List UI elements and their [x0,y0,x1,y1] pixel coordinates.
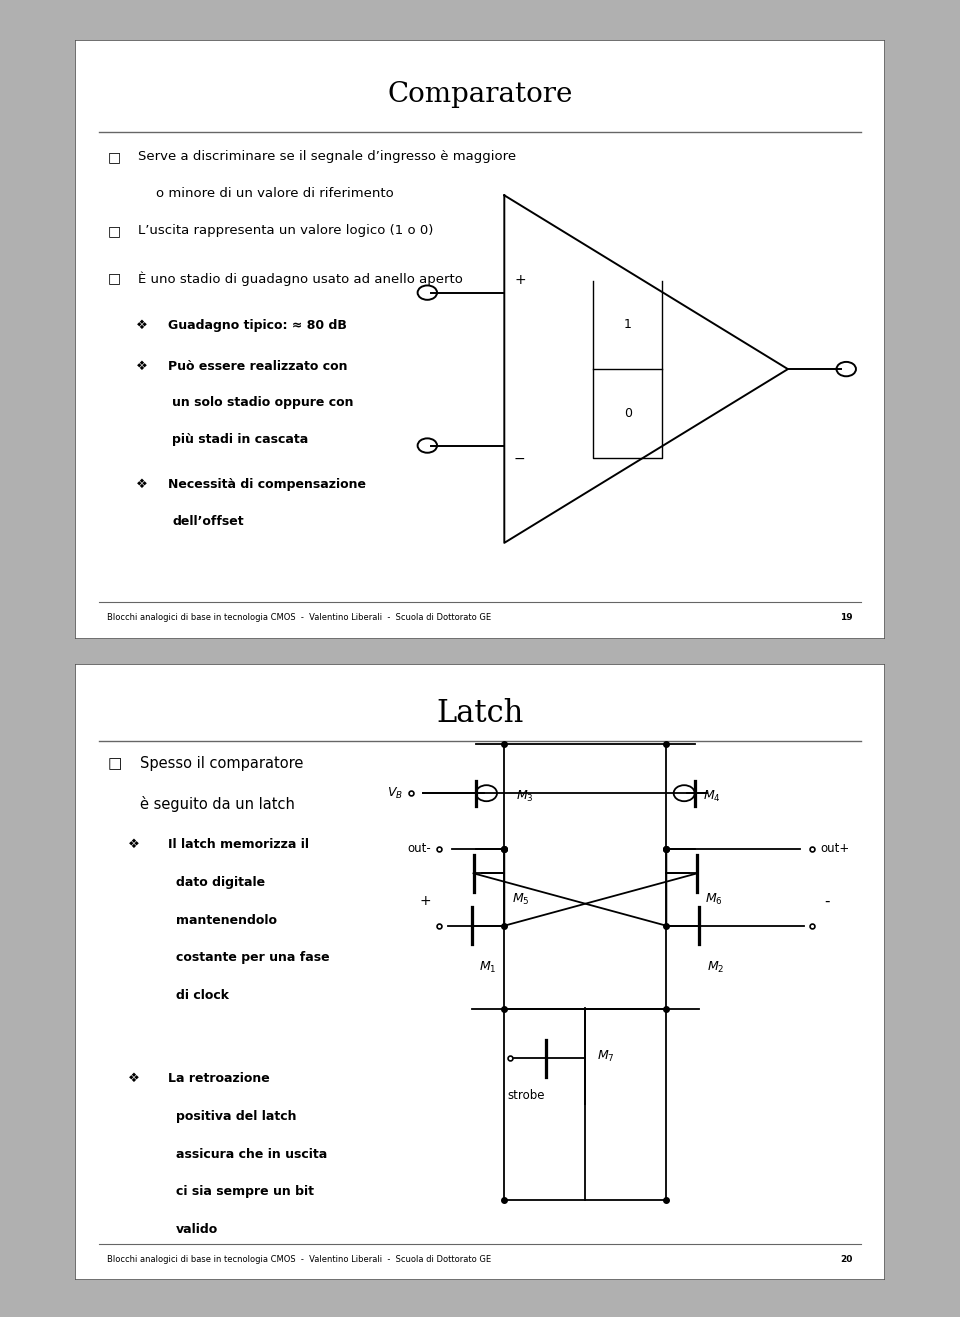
Text: ci sia sempre un bit: ci sia sempre un bit [176,1185,314,1198]
Text: Serve a discriminare se il segnale d’ingresso è maggiore: Serve a discriminare se il segnale d’ing… [138,150,516,163]
Text: Può essere realizzato con: Può essere realizzato con [168,360,348,373]
FancyBboxPatch shape [75,40,885,639]
Text: ❖: ❖ [135,319,148,332]
Text: dell’offset: dell’offset [172,515,244,528]
Text: $M_1$: $M_1$ [479,960,496,975]
Text: out-: out- [408,842,431,855]
Text: □: □ [108,271,120,286]
Text: Il latch memorizza il: Il latch memorizza il [168,839,309,851]
Text: L’uscita rappresenta un valore logico (1 o 0): L’uscita rappresenta un valore logico (1… [138,224,434,237]
Text: 1: 1 [624,319,632,332]
Text: 0: 0 [624,407,632,420]
Text: □: □ [108,150,120,165]
Text: $M_7$: $M_7$ [597,1050,615,1064]
Text: ❖: ❖ [135,478,148,491]
Text: Guadagno tipico: ≈ 80 dB: Guadagno tipico: ≈ 80 dB [168,319,347,332]
Text: mantenendolo: mantenendolo [176,914,277,927]
Text: −: − [514,452,526,465]
Text: $M_4$: $M_4$ [703,789,721,803]
Text: 19: 19 [840,614,852,622]
Text: Latch: Latch [436,698,524,728]
Text: $M_6$: $M_6$ [706,892,723,907]
Text: $V_B$: $V_B$ [387,786,403,801]
Text: Blocchi analogici di base in tecnologia CMOS  -  Valentino Liberali  -  Scuola d: Blocchi analogici di base in tecnologia … [108,614,492,622]
Text: □: □ [108,224,120,237]
Text: -: - [825,893,829,909]
FancyBboxPatch shape [75,664,885,1280]
Text: un solo stadio oppure con: un solo stadio oppure con [172,396,353,410]
Text: ❖: ❖ [128,839,139,851]
Text: $M_5$: $M_5$ [513,892,530,907]
Text: assicura che in uscita: assicura che in uscita [176,1147,327,1160]
Text: Comparatore: Comparatore [387,82,573,108]
Text: è seguito da un latch: è seguito da un latch [140,797,295,813]
Text: $M_3$: $M_3$ [516,789,534,803]
Text: positiva del latch: positiva del latch [176,1110,297,1123]
Text: La retroazione: La retroazione [168,1072,270,1085]
Text: ❖: ❖ [128,1072,139,1085]
Text: di clock: di clock [176,989,229,1002]
Text: dato digitale: dato digitale [176,876,265,889]
Text: strobe: strobe [508,1089,545,1102]
Text: o minore di un valore di riferimento: o minore di un valore di riferimento [156,187,394,200]
Text: più stadi in cascata: più stadi in cascata [172,433,308,446]
Text: Necessità di compensazione: Necessità di compensazione [168,478,366,491]
Text: +: + [514,273,526,287]
Text: 20: 20 [840,1255,852,1264]
Text: È uno stadio di guadagno usato ad anello aperto: È uno stadio di guadagno usato ad anello… [138,271,463,286]
Text: out+: out+ [820,842,850,855]
Text: $M_2$: $M_2$ [707,960,724,975]
Text: □: □ [108,756,122,772]
Text: ❖: ❖ [135,360,148,373]
Text: valido: valido [176,1223,219,1237]
Text: +: + [420,894,431,907]
Text: costante per una fase: costante per una fase [176,951,330,964]
Text: Spesso il comparatore: Spesso il comparatore [140,756,303,772]
Text: Blocchi analogici di base in tecnologia CMOS  -  Valentino Liberali  -  Scuola d: Blocchi analogici di base in tecnologia … [108,1255,492,1264]
